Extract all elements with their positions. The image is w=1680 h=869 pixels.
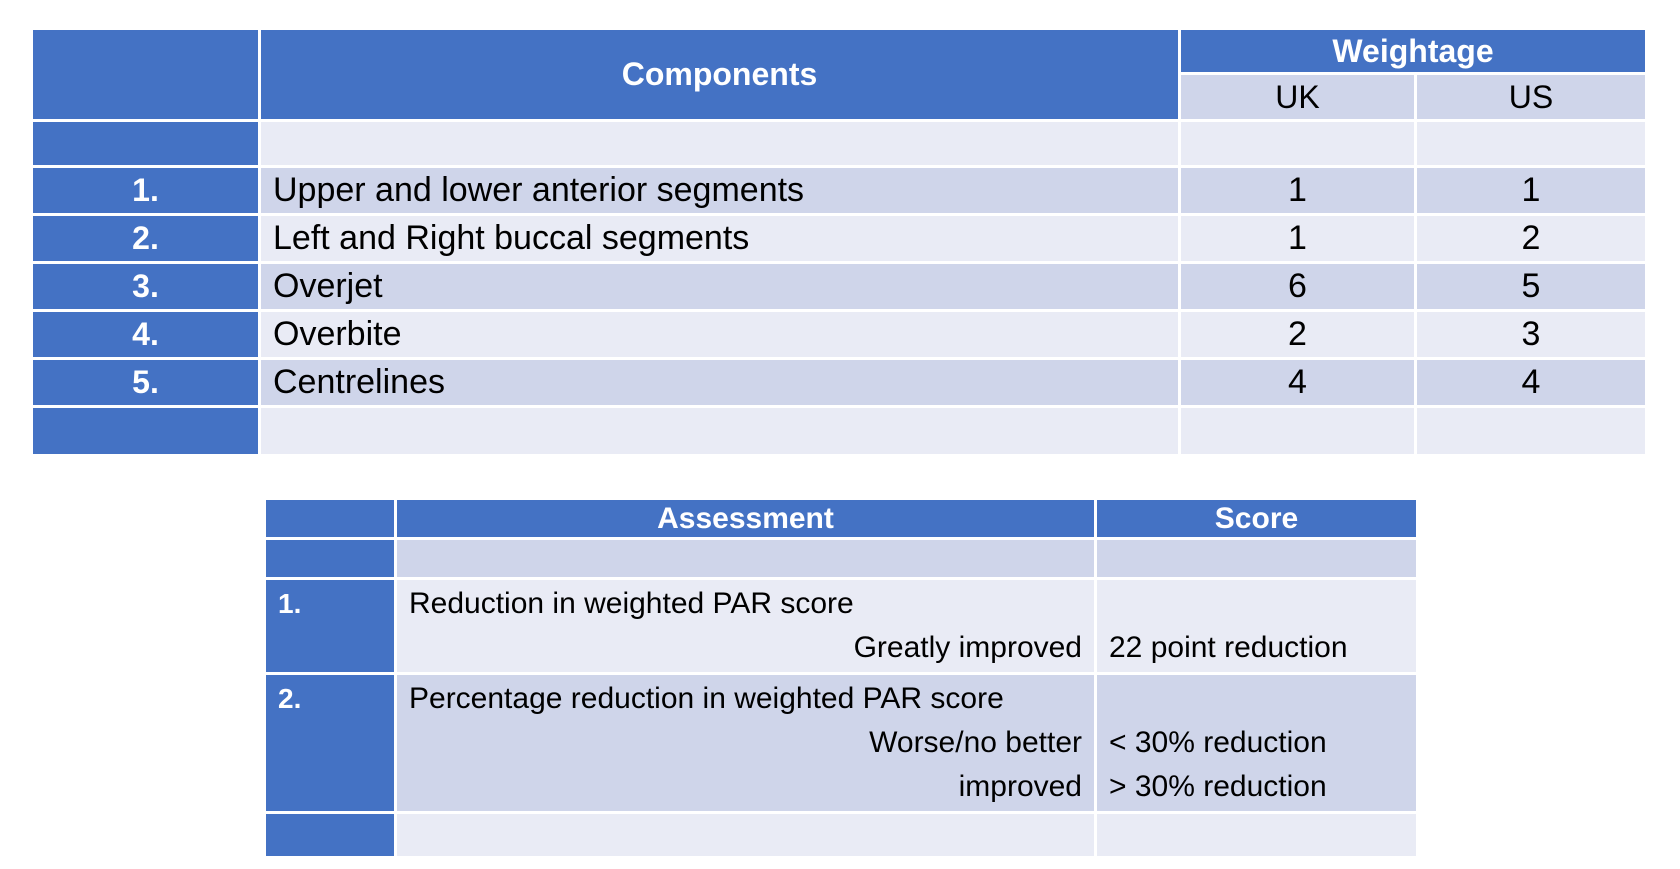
header-blank-cell [33, 30, 261, 122]
row-number: 1. [33, 168, 261, 216]
uk-weight: 1 [1181, 216, 1417, 264]
table-row: 1. Reduction in weighted PAR score Great… [266, 580, 1416, 675]
score-header: Score [1097, 500, 1416, 540]
table-row: 5. Centrelines 4 4 [33, 360, 1646, 408]
table-spacer-row [266, 540, 1416, 580]
score-value: 22 point reduction [1109, 631, 1348, 664]
component-name: Left and Right buccal segments [261, 216, 1181, 264]
score-value: < 30% reduction [1109, 726, 1327, 759]
assessment-outcome: Greatly improved [853, 631, 1082, 664]
row-number: 5. [33, 360, 261, 408]
assessment-title: Reduction in weighted PAR score [409, 587, 854, 620]
component-name: Centrelines [261, 360, 1181, 408]
assessment-header: Assessment [397, 500, 1097, 540]
score-value: > 30% reduction [1109, 770, 1327, 803]
row-number: 1. [266, 580, 397, 675]
us-weight: 3 [1417, 312, 1646, 360]
row-number: 2. [33, 216, 261, 264]
uk-weight: 1 [1181, 168, 1417, 216]
assessment-outcome: Worse/no better [869, 726, 1082, 759]
table-spacer-row [33, 408, 1646, 454]
table-row: 4. Overbite 2 3 [33, 312, 1646, 360]
uk-header: UK [1181, 75, 1417, 122]
us-weight: 4 [1417, 360, 1646, 408]
us-weight: 1 [1417, 168, 1646, 216]
table-spacer-row [266, 814, 1416, 856]
components-weightage-table: Components Weightage UK US 1. Upper and … [33, 30, 1646, 454]
uk-weight: 6 [1181, 264, 1417, 312]
uk-weight: 4 [1181, 360, 1417, 408]
component-name: Upper and lower anterior segments [261, 168, 1181, 216]
assessment-title: Percentage reduction in weighted PAR sco… [409, 682, 1004, 715]
weightage-header: Weightage [1181, 30, 1646, 75]
table-row: 1. Upper and lower anterior segments 1 1 [33, 168, 1646, 216]
row-number: 2. [266, 675, 397, 814]
us-header: US [1417, 75, 1646, 122]
assessment-score-table: Assessment Score 1. Reduction in weighte… [266, 500, 1416, 856]
uk-weight: 2 [1181, 312, 1417, 360]
row-number: 4. [33, 312, 261, 360]
us-weight: 2 [1417, 216, 1646, 264]
component-name: Overjet [261, 264, 1181, 312]
score-cell: 22 point reduction [1097, 580, 1416, 675]
assessment-cell: Reduction in weighted PAR score Greatly … [397, 580, 1097, 675]
score-cell: < 30% reduction > 30% reduction [1097, 675, 1416, 814]
table-row: 2. Percentage reduction in weighted PAR … [266, 675, 1416, 814]
table-row: 2. Left and Right buccal segments 1 2 [33, 216, 1646, 264]
component-name: Overbite [261, 312, 1181, 360]
us-weight: 5 [1417, 264, 1646, 312]
table-row: 3. Overjet 6 5 [33, 264, 1646, 312]
header-blank-cell [266, 500, 397, 540]
components-header: Components [261, 30, 1181, 122]
assessment-outcome: improved [958, 770, 1082, 803]
assessment-cell: Percentage reduction in weighted PAR sco… [397, 675, 1097, 814]
table-spacer-row [33, 122, 1646, 168]
row-number: 3. [33, 264, 261, 312]
